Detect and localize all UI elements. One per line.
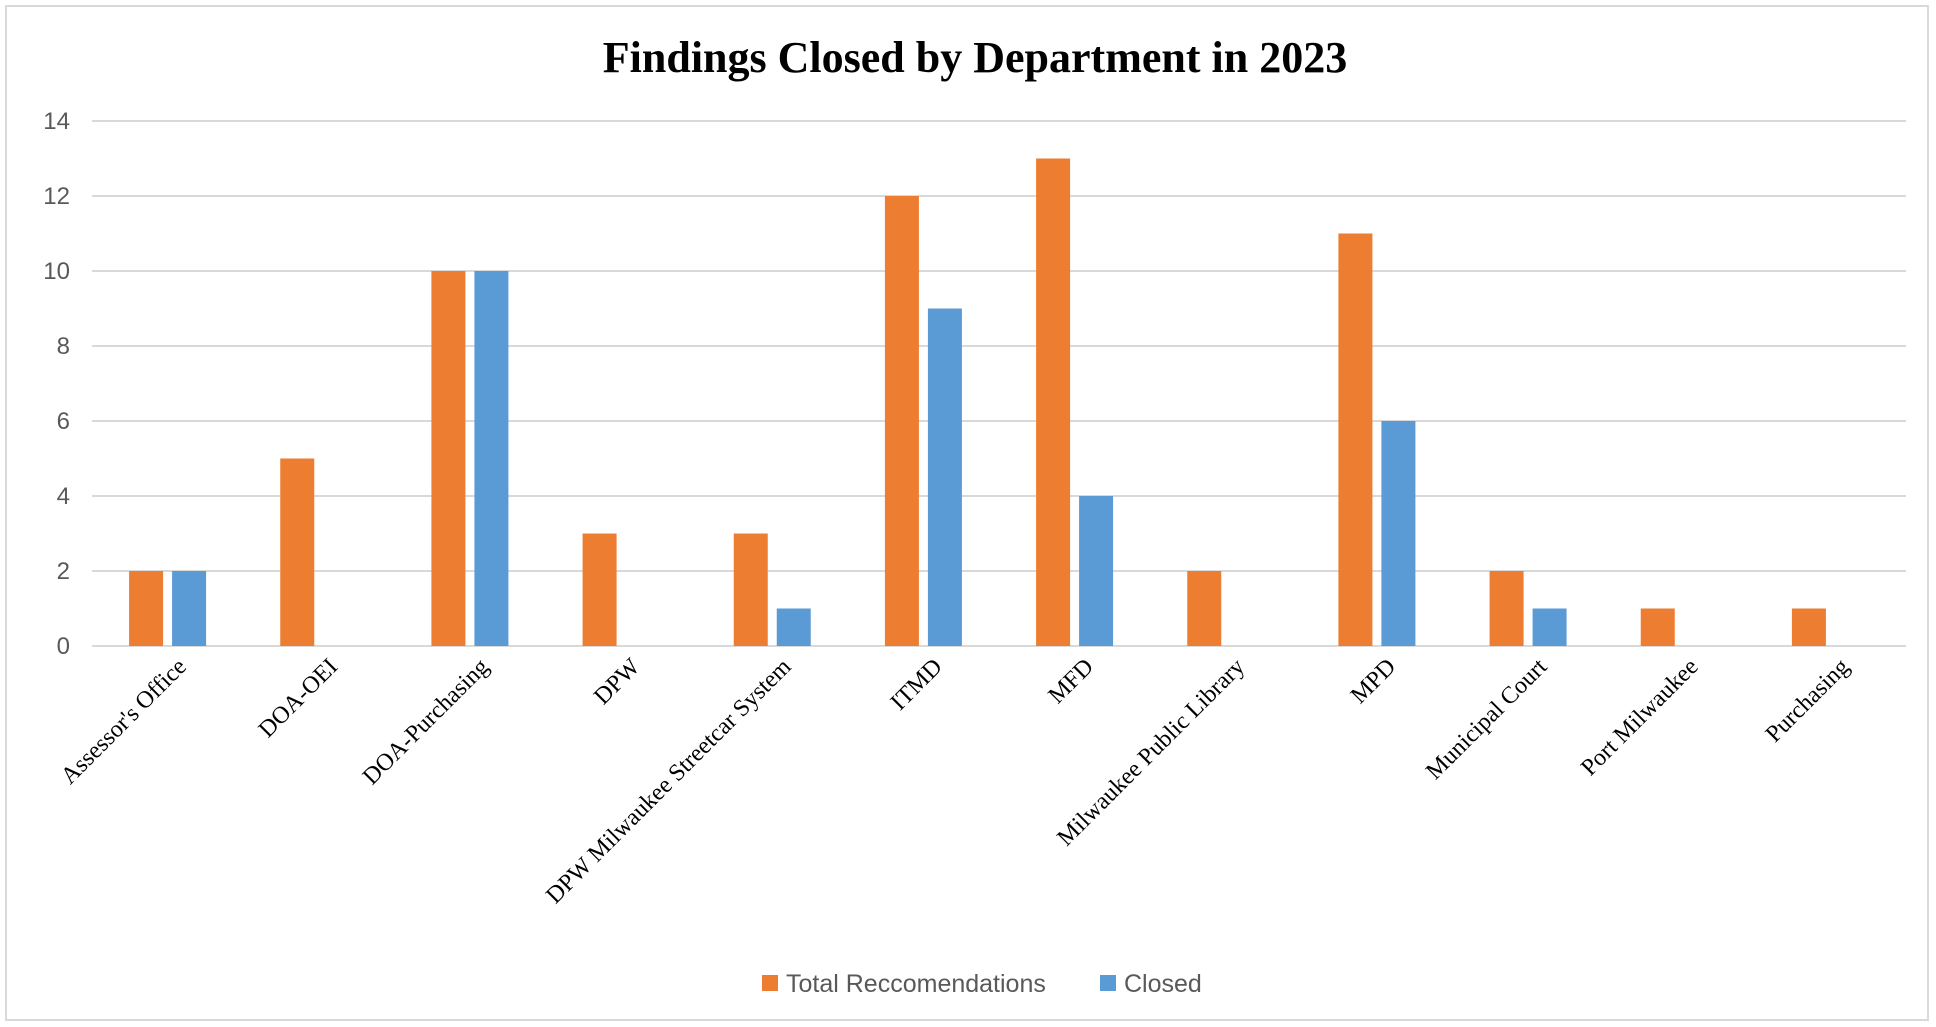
bar <box>1381 421 1416 646</box>
bar <box>884 196 919 646</box>
y-tick-label: 12 <box>43 183 70 210</box>
bars <box>129 158 1826 646</box>
bar <box>280 458 315 646</box>
x-tick-label: Port Milwaukee <box>1576 654 1703 781</box>
bar <box>1791 608 1826 646</box>
y-tick-label: 6 <box>57 408 70 435</box>
bar <box>1338 233 1373 646</box>
bar <box>733 533 768 646</box>
bar <box>1187 571 1222 646</box>
y-tick-label: 2 <box>57 558 70 585</box>
x-tick-label: MPD <box>1346 654 1401 709</box>
y-axis-ticks: 0 2 4 6 8 10 12 14 <box>43 108 70 660</box>
x-axis-ticks: Assessor's Office DOA-OEI DOA-Purchasing DP… <box>56 654 1854 909</box>
x-tick-label: Purchasing <box>1761 654 1855 748</box>
bar <box>582 533 617 646</box>
chart-title: Findings Closed by Department in 2023 <box>603 33 1347 82</box>
bar <box>1489 571 1524 646</box>
x-tick-label: Municipal Court <box>1421 654 1552 785</box>
bar <box>129 571 164 646</box>
x-tick-label: Assessor's Office <box>56 654 192 790</box>
bar <box>1079 496 1114 646</box>
x-tick-label: DOA-OEI <box>254 654 343 743</box>
x-tick-label: MFD <box>1044 654 1099 709</box>
gridlines <box>92 120 1906 647</box>
x-tick-label: ITMD <box>886 654 948 716</box>
bar <box>474 271 509 646</box>
legend-swatch <box>1100 975 1116 991</box>
bar <box>1532 608 1567 646</box>
y-tick-label: 10 <box>43 258 70 285</box>
legend-label: Closed <box>1124 970 1202 998</box>
legend-label: Total Reccomendations <box>786 970 1046 998</box>
legend-swatch <box>762 975 778 991</box>
chart-frame <box>5 5 1929 1021</box>
y-tick-label: 0 <box>57 633 70 660</box>
x-tick-label: DPW <box>589 654 645 710</box>
y-tick-label: 14 <box>43 108 70 135</box>
bar <box>927 308 962 646</box>
y-tick-label: 4 <box>57 483 70 510</box>
bar <box>431 271 466 646</box>
bar <box>172 571 207 646</box>
x-tick-label: DOA-Purchasing <box>358 654 494 790</box>
x-tick-label: DPW Milwaukee Streetcar System <box>541 654 796 909</box>
legend: Total Reccomendations Closed <box>762 970 1202 998</box>
bar <box>1036 158 1071 646</box>
bar <box>1640 608 1675 646</box>
y-tick-label: 8 <box>57 333 70 360</box>
bar <box>776 608 811 646</box>
